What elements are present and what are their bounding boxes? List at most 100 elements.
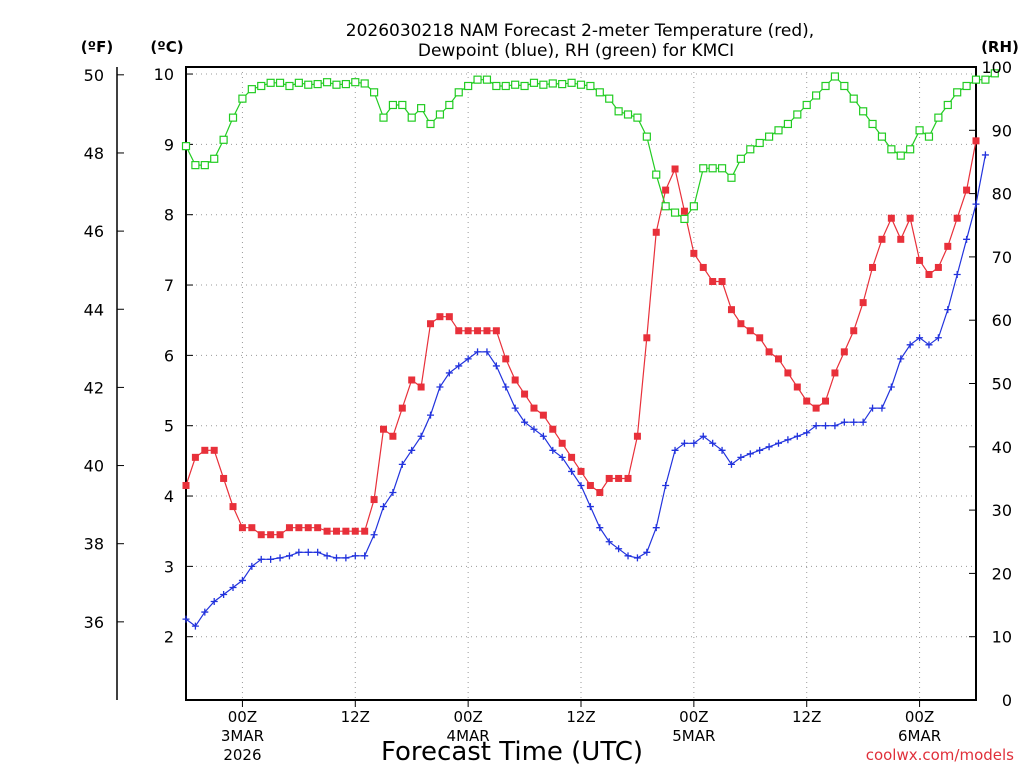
dewpoint-point bbox=[850, 418, 858, 426]
dewpoint-point bbox=[784, 436, 792, 444]
temperature-point bbox=[389, 432, 397, 440]
rh-point bbox=[388, 100, 398, 110]
rh-point bbox=[200, 161, 209, 170]
temperature-point bbox=[483, 327, 491, 335]
dewpoint-point bbox=[229, 583, 237, 591]
fahrenheit-unit-label: (ºF) bbox=[81, 38, 113, 56]
temperature-series bbox=[182, 137, 980, 539]
temperature-point bbox=[464, 327, 472, 335]
dewpoint-point bbox=[831, 422, 839, 430]
rh-point bbox=[548, 79, 557, 88]
dewpoint-point bbox=[643, 548, 651, 556]
rh-point bbox=[764, 132, 774, 141]
rh-point bbox=[990, 69, 999, 78]
temperature-point bbox=[793, 383, 801, 391]
dewpoint-point bbox=[727, 460, 735, 468]
rh-point bbox=[746, 145, 755, 154]
dewpoint-point bbox=[389, 489, 397, 497]
rh-point bbox=[906, 145, 915, 154]
temperature-point bbox=[492, 327, 500, 335]
rh-tick-label: 100 bbox=[981, 58, 1012, 77]
dewpoint-point bbox=[568, 467, 576, 475]
rh-point bbox=[887, 145, 896, 154]
temperature-point bbox=[304, 524, 312, 532]
dewpoint-point bbox=[624, 552, 632, 560]
dewpoint-point bbox=[897, 355, 905, 363]
x-date-label: 6MAR bbox=[898, 727, 941, 745]
dewpoint-point bbox=[916, 334, 924, 342]
dewpoint-point bbox=[408, 446, 416, 454]
dewpoint-point bbox=[803, 429, 811, 437]
rh-point bbox=[868, 119, 877, 129]
rh-point bbox=[191, 161, 200, 170]
rh-point bbox=[501, 81, 510, 91]
rh-tick-label: 80 bbox=[992, 185, 1012, 204]
rh-point bbox=[322, 78, 332, 87]
dewpoint-point bbox=[840, 418, 848, 426]
rh-point bbox=[661, 202, 670, 211]
x-axis-label: Forecast Time (UTC) bbox=[381, 737, 643, 767]
temperature-point bbox=[699, 263, 707, 271]
dewpoint-point bbox=[972, 200, 980, 208]
rh-point bbox=[576, 80, 586, 89]
temperature-point bbox=[680, 207, 688, 215]
rh-point bbox=[520, 81, 529, 91]
x-tick-label: 00Z bbox=[679, 708, 708, 726]
temperature-point bbox=[633, 432, 641, 440]
rh-point bbox=[482, 75, 492, 84]
temperature-point bbox=[812, 404, 820, 412]
fahrenheit-tick-label: 44 bbox=[84, 300, 104, 319]
dewpoint-point bbox=[605, 538, 613, 546]
rh-point bbox=[717, 164, 727, 173]
fahrenheit-tick-label: 40 bbox=[84, 457, 104, 476]
temperature-point bbox=[859, 299, 867, 307]
rh-tick-label: 20 bbox=[992, 564, 1012, 583]
dewpoint-point bbox=[436, 383, 444, 391]
rh-series bbox=[181, 69, 999, 224]
dewpoint-point bbox=[652, 524, 660, 532]
dewpoint-point bbox=[756, 446, 764, 454]
rh-point bbox=[351, 78, 360, 87]
temperature-point bbox=[238, 524, 246, 532]
dewpoint-point bbox=[398, 460, 406, 468]
temperature-point bbox=[765, 348, 773, 356]
dewpoint-point bbox=[530, 425, 538, 433]
rh-point bbox=[830, 72, 840, 81]
x-date-label: 5MAR bbox=[672, 727, 715, 745]
temperature-point bbox=[596, 489, 604, 497]
fahrenheit-tick-label: 38 bbox=[84, 535, 104, 554]
temperature-point bbox=[586, 481, 594, 489]
rh-point bbox=[605, 94, 614, 103]
rh-point bbox=[332, 80, 341, 89]
rh-tick-label: 40 bbox=[992, 438, 1012, 457]
temperature-point bbox=[624, 474, 632, 482]
dewpoint-point bbox=[633, 554, 641, 562]
rh-point bbox=[539, 80, 548, 89]
rh-point bbox=[623, 110, 633, 119]
temperature-point bbox=[398, 404, 406, 412]
temperature-point bbox=[191, 453, 199, 461]
rh-point bbox=[633, 113, 642, 122]
dewpoint-point bbox=[680, 439, 688, 447]
temperature-point bbox=[285, 524, 293, 532]
dewpoint-point bbox=[878, 404, 886, 412]
temperature-point bbox=[953, 214, 961, 222]
dewpoint-point bbox=[314, 548, 322, 556]
rh-point bbox=[652, 170, 661, 179]
x-tick-label: 12Z bbox=[792, 708, 821, 726]
rh-point bbox=[435, 110, 445, 119]
rh-point bbox=[511, 80, 520, 89]
x-tick-label: 12Z bbox=[566, 708, 595, 726]
rh-point bbox=[774, 126, 783, 135]
temperature-point bbox=[709, 278, 717, 286]
credit-link[interactable]: coolwx.com/models bbox=[866, 746, 1014, 764]
dewpoint-point bbox=[671, 446, 679, 454]
temperature-point bbox=[887, 214, 895, 222]
temperature-point bbox=[652, 228, 660, 236]
rh-point bbox=[285, 81, 294, 91]
dewpoint-point bbox=[445, 369, 453, 377]
dewpoint-point bbox=[276, 554, 284, 562]
rh-point bbox=[294, 78, 303, 87]
